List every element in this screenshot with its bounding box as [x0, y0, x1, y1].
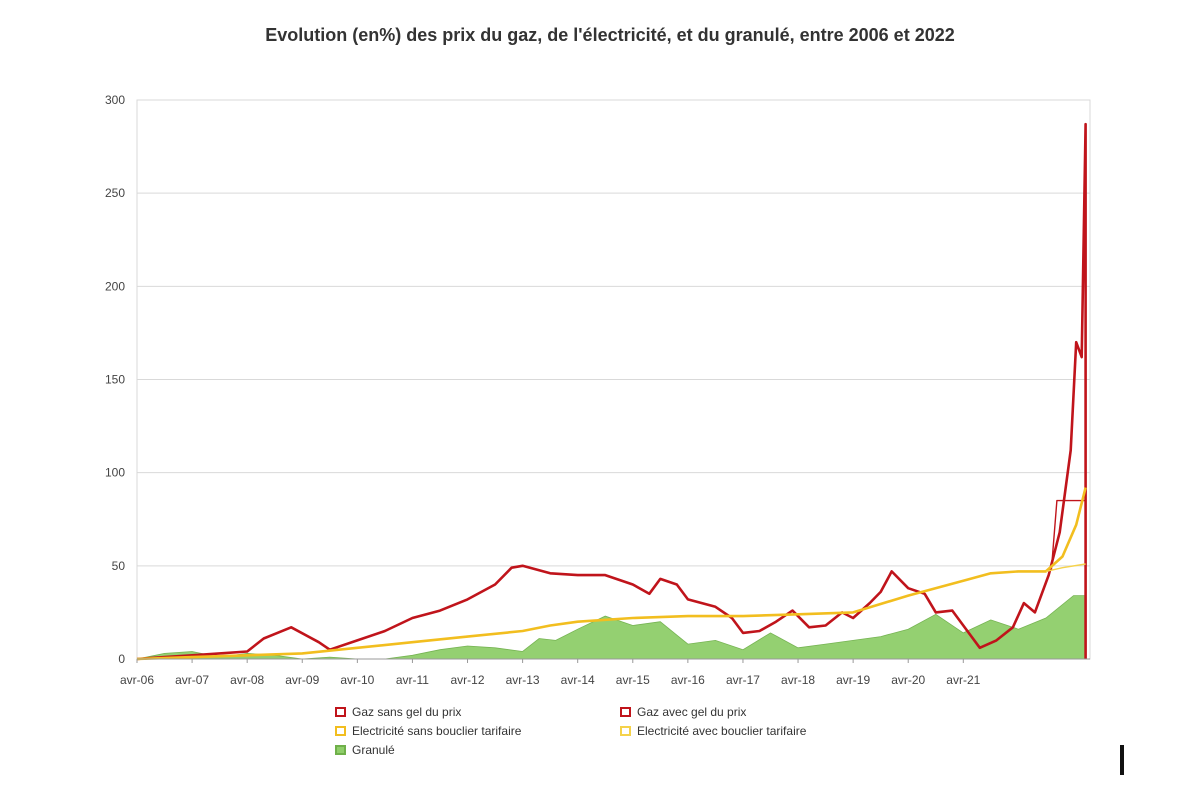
x-tick-label: avr-14	[561, 673, 595, 687]
x-tick-label: avr-08	[230, 673, 264, 687]
x-tick-label: avr-07	[175, 673, 209, 687]
chart-title: Evolution (en%) des prix du gaz, de l'él…	[265, 25, 955, 45]
legend-item-elec-sans-bouclier: Electricité sans bouclier tarifaire	[335, 724, 521, 738]
series-line-gaz-avec-gel-du-prix	[1050, 499, 1086, 570]
legend-label: Granulé	[352, 743, 395, 757]
series-line-gaz-sans-gel-du-prix	[136, 122, 1087, 661]
legend-swatch	[620, 707, 631, 717]
y-tick-label: 300	[105, 93, 125, 107]
x-tick-label: avr-11	[396, 673, 429, 687]
legend-swatch	[335, 745, 346, 755]
x-tick-label: avr-18	[781, 673, 815, 687]
legend-label: Gaz sans gel du prix	[352, 705, 462, 719]
legend-item-granule: Granulé	[335, 743, 395, 757]
legend-item-elec-avec-bouclier: Electricité avec bouclier tarifaire	[620, 724, 806, 738]
legend-swatch	[335, 726, 346, 736]
y-tick-label: 200	[105, 279, 125, 293]
x-tick-label: avr-09	[285, 673, 319, 687]
y-tick-label: 100	[105, 466, 125, 480]
x-tick-label: avr-12	[451, 673, 485, 687]
legend-item-gaz-avec-gel: Gaz avec gel du prix	[620, 705, 746, 719]
legend-item-gaz-sans-gel: Gaz sans gel du prix	[335, 705, 461, 719]
y-tick-label: 250	[105, 186, 125, 200]
series-line-electricit-sans-bouclier-tarifaire	[136, 487, 1087, 661]
x-tick-label: avr-06	[120, 673, 154, 687]
legend-swatch	[620, 726, 631, 736]
x-tick-label: avr-19	[836, 673, 870, 687]
x-tick-label: avr-15	[616, 673, 650, 687]
y-tick-label: 0	[118, 652, 125, 666]
x-tick-label: avr-10	[340, 673, 374, 687]
series-area-granule	[136, 595, 1086, 660]
x-tick-label: avr-20	[891, 673, 925, 687]
x-tick-label: avr-21	[946, 673, 980, 687]
legend-label: Gaz avec gel du prix	[637, 705, 747, 719]
y-tick-label: 50	[112, 559, 126, 573]
text-cursor-mark	[1120, 745, 1124, 775]
legend-swatch	[335, 707, 346, 717]
x-tick-label: avr-13	[506, 673, 540, 687]
x-tick-label: avr-17	[726, 673, 760, 687]
y-tick-label: 150	[105, 373, 125, 387]
legend-label: Electricité avec bouclier tarifaire	[637, 724, 807, 738]
legend-label: Electricité sans bouclier tarifaire	[352, 724, 522, 738]
x-tick-label: avr-16	[671, 673, 705, 687]
series-line-electricit-avec-bouclier-tarifaire	[1045, 563, 1086, 573]
